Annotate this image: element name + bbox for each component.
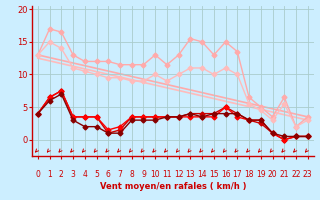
X-axis label: Vent moyen/en rafales ( km/h ): Vent moyen/en rafales ( km/h ): [100, 182, 246, 191]
